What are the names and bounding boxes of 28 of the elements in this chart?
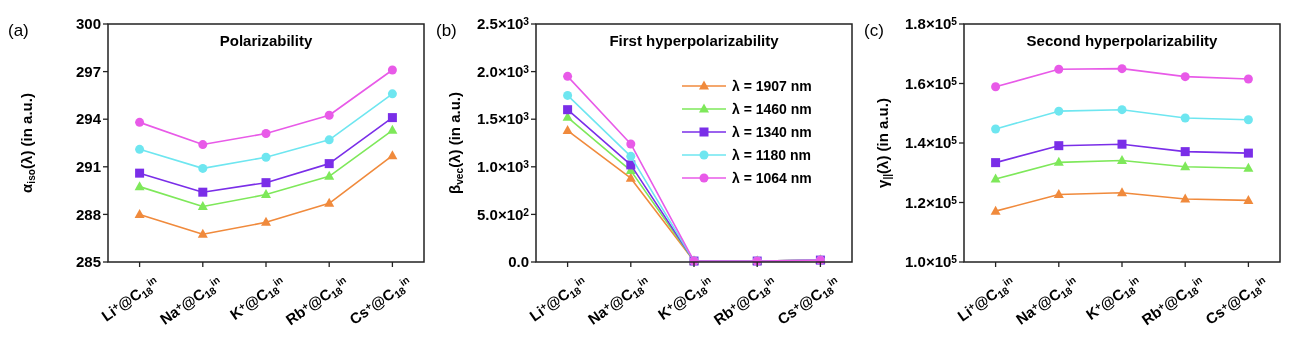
legend-label: λ = 1340 nm xyxy=(732,123,812,140)
y-tick-label: 285 xyxy=(75,253,101,271)
legend-label: λ = 1460 nm xyxy=(732,100,812,117)
y-tick-label: 1.8×10$^{5}$ xyxy=(905,15,958,33)
y-tick-label: 1.0×10$^{3}$ xyxy=(477,158,530,176)
text: Second hyperpolarizability xyxy=(1026,32,1219,49)
y-tick-label: 288 xyxy=(75,205,101,223)
legend-label: λ = 1907 nm xyxy=(732,77,812,94)
text: (a) xyxy=(8,21,29,40)
text: Polarizability xyxy=(219,32,313,49)
y-tick-label: 0.0 xyxy=(508,253,529,271)
y-tick-label: 1.2×10$^{5}$ xyxy=(905,193,958,211)
legend-label: λ = 1064 nm xyxy=(732,169,812,186)
y-tick-label: 297 xyxy=(75,62,101,80)
text: (b) xyxy=(436,21,457,40)
y-tick-label: 300 xyxy=(75,15,101,33)
y-tick-label: 1.6×10$^{5}$ xyxy=(905,74,958,92)
y-tick-label: 5.0×10$^{2}$ xyxy=(477,205,530,223)
text: First hyperpolarizability xyxy=(609,32,780,49)
legend-label: λ = 1180 nm xyxy=(732,146,812,163)
text: (c) xyxy=(864,21,884,40)
y-tick-label: 294 xyxy=(75,110,102,128)
y-tick-label: 1.5×10$^{3}$ xyxy=(477,110,530,128)
y-tick-label: 1.4×10$^{5}$ xyxy=(905,134,958,152)
y-tick-label: 2.5×10$^{3}$ xyxy=(477,15,530,33)
y-tick-label: 1.0×10$^{5}$ xyxy=(905,253,958,271)
y-tick-label: 2.0×10$^{3}$ xyxy=(477,62,530,80)
y-tick-label: 291 xyxy=(75,158,101,176)
